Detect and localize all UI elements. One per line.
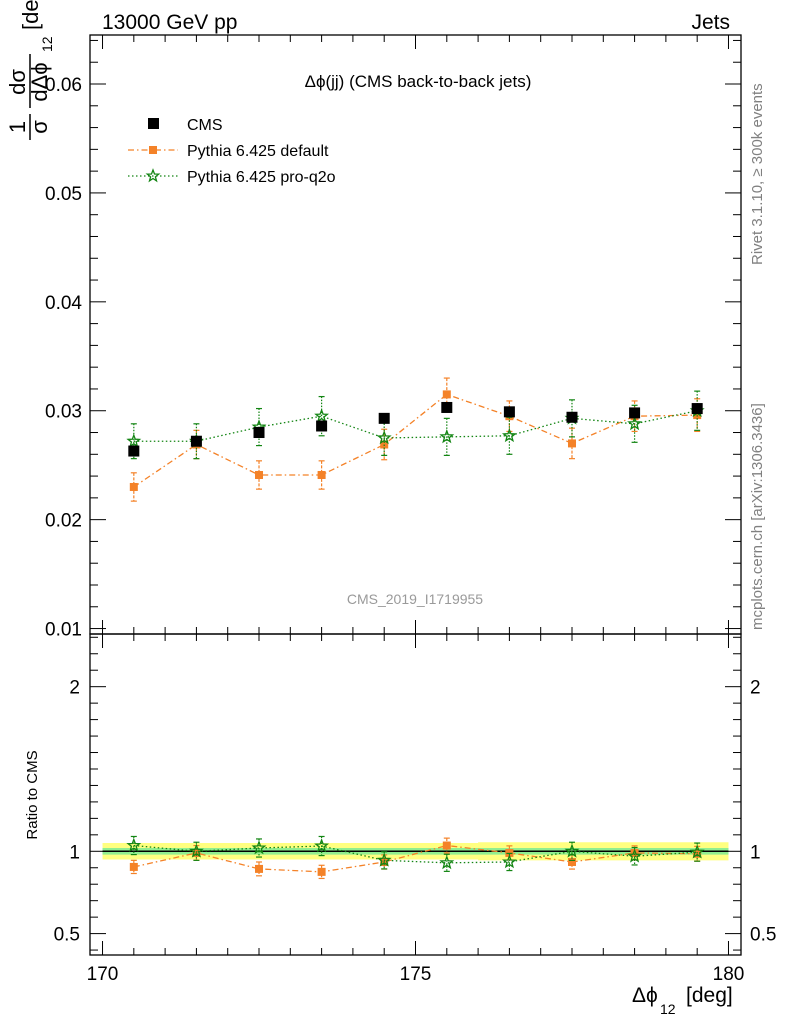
proq2o-point [439,429,455,444]
ratio-default-point [630,848,639,857]
y-tick-label: 0.06 [45,75,82,96]
xlabel-main: Δϕ [632,984,658,1007]
ratio-proq2o-point [126,837,142,852]
ratio-y-tick-label: 0.5 [54,925,80,946]
proq2o-point [314,408,330,423]
y-tick-label: 0.05 [45,184,82,205]
cms-point [253,427,265,439]
default-point [567,439,576,448]
legend-label-default: Pythia 6.425 default [187,143,329,160]
proq2o-point [627,415,643,431]
ratio-ylabel: Ratio to CMS [24,750,41,839]
legend-label-cms: CMS [187,117,223,134]
legend-label-proq2o: Pythia 6.425 pro-q2o [187,169,336,186]
proq2o-point [376,430,392,445]
default-line [133,393,698,488]
ratio-default-point [129,862,138,871]
cms-point [629,407,641,419]
ratio-proq2o-point [376,852,392,867]
cms-point [378,412,390,424]
ratio-y-tick-label-right: 2 [750,678,761,699]
x-tick-label: 175 [400,964,432,985]
chart-title: Δϕ(jj) (CMS back-to-back jets) [305,72,532,91]
ylabel-frac-den: σ [27,120,52,134]
ratio-y-tick-label-right: 0.5 [750,925,776,946]
xlabel: Δϕ 12 [deg] [632,984,733,1017]
xlabel-unit: [deg] [686,984,733,1007]
header-right: Jets [691,11,730,34]
analysis-watermark: CMS_2019_I1719955 [347,591,483,607]
ratio-proq2o-line [133,844,698,864]
ratio-default-point [317,867,326,876]
y-tick-label: 0.01 [45,620,82,641]
default-point [129,482,138,491]
proq2o-point [126,433,142,448]
legend-marker-default [149,146,157,154]
y-tick-label: 0.03 [45,402,82,423]
ylabel-frac-num: 1 [5,121,30,133]
cms-point [128,445,140,457]
y-tick-label: 0.04 [45,293,82,314]
ylabel-frac-den2: dΔϕ [27,62,52,101]
ratio-y-tick-label: 2 [69,678,80,699]
xlabel-sub: 12 [660,1001,676,1017]
main-ylabel: 1 σ dσ dΔϕ 12 [deg -1 ] [5,0,55,140]
rivet-label: Rivet 3.1.10, ≥ 300k events [749,83,766,265]
cms-point [441,401,453,413]
y-tick-label: 0.02 [45,511,82,532]
cms-point [316,420,328,432]
ratio-proq2o-point [627,848,643,863]
ratio-proq2o-point [314,838,330,853]
ylabel-frac-num2: dσ [5,69,30,95]
x-tick-label: 180 [713,964,745,985]
mcplots-label: mcplots.cern.ch [arXiv:1306.3436] [749,403,766,630]
cms-point [503,406,515,418]
ratio-proq2o-point [564,843,580,858]
ratio-proq2o-point [188,843,204,858]
ratio-proq2o-point [689,844,705,859]
default-point [380,440,389,449]
ratio-default-point [693,849,702,858]
legend: CMS Pythia 6.425 default Pythia 6.425 pr… [128,117,336,186]
cms-point [691,403,703,415]
default-point [442,390,451,399]
ratio-proq2o-point [501,854,517,869]
ratio-default-point [192,848,201,857]
ratio-proq2o-point [439,854,455,870]
legend-marker-cms [148,118,159,129]
cms-point [190,435,202,447]
legend-marker-proq2o [145,168,161,183]
ratio-y-tick-label-right: 1 [750,842,761,863]
proq2o-point [501,427,517,443]
ratio-default-point [442,841,451,850]
header-left: 13000 GeV pp [102,11,237,34]
default-point [317,470,326,479]
default-point [255,470,264,479]
default-point [693,411,702,420]
cms-point [566,411,578,423]
ratio-y-tick-label: 1 [69,842,80,863]
ratio-default-point [255,864,264,873]
x-tick-label: 170 [87,964,119,985]
ratio-default-line [133,844,698,873]
ylabel-sub: 12 [39,36,55,52]
main-panel: 0.01 0.02 0.03 0.04 0.05 0.06 [45,34,742,641]
ratio-proq2o-point [251,840,267,855]
ylabel-unit: [deg [18,0,43,30]
ratio-default-point [567,857,576,866]
ratio-frame [89,633,742,956]
